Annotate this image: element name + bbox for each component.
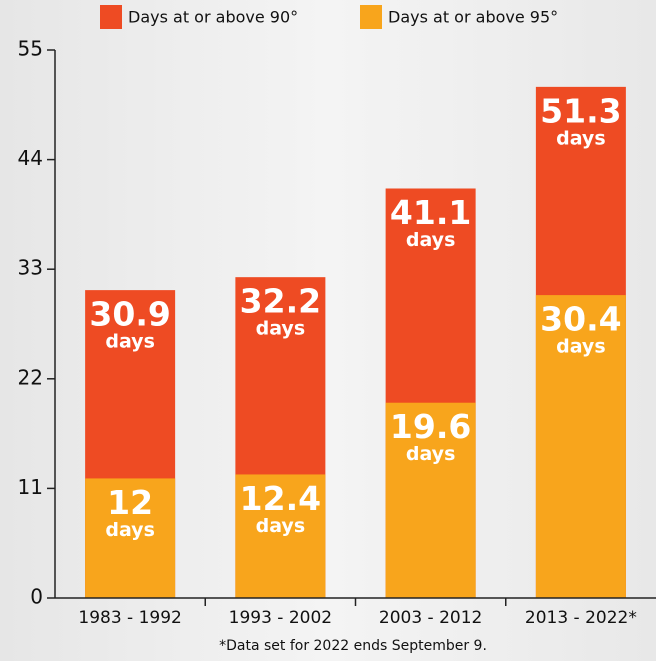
data-label-unit: days (256, 515, 306, 537)
data-label-unit: days (105, 519, 155, 541)
y-tick-label: 0 (30, 585, 43, 609)
data-label: 12.4 (240, 479, 321, 518)
data-label-unit: days (406, 229, 456, 251)
legend-label: Days at or above 90° (128, 8, 298, 27)
data-label-unit: days (256, 318, 306, 340)
data-label: 32.2 (240, 282, 321, 321)
data-label: 30.4 (540, 300, 621, 339)
legend-swatch (360, 5, 382, 29)
y-tick-label: 33 (18, 256, 43, 280)
legend-swatch (100, 5, 122, 29)
legend-label: Days at or above 95° (388, 8, 558, 27)
data-label-unit: days (556, 127, 606, 149)
data-label-unit: days (105, 331, 155, 353)
y-tick-label: 11 (18, 475, 43, 499)
footnote: *Data set for 2022 ends September 9. (219, 638, 487, 654)
x-tick-label: 2013 - 2022* (525, 608, 637, 628)
data-label: 19.6 (390, 407, 471, 446)
y-tick-label: 22 (18, 365, 43, 389)
bar (235, 474, 326, 598)
data-label: 12 (107, 483, 153, 522)
x-tick-label: 1983 - 1992 (78, 608, 181, 628)
y-tick-label: 44 (18, 146, 43, 170)
bar (85, 478, 176, 598)
data-label: 51.3 (540, 91, 621, 130)
data-label: 30.9 (89, 295, 170, 334)
data-label-unit: days (406, 443, 456, 465)
bar (535, 295, 626, 598)
x-tick-label: 2003 - 2012 (379, 608, 482, 628)
bar (385, 402, 476, 598)
x-tick-label: 1993 - 2002 (229, 608, 332, 628)
y-tick-label: 55 (18, 37, 43, 61)
data-label: 41.1 (390, 193, 471, 232)
data-label-unit: days (556, 336, 606, 358)
